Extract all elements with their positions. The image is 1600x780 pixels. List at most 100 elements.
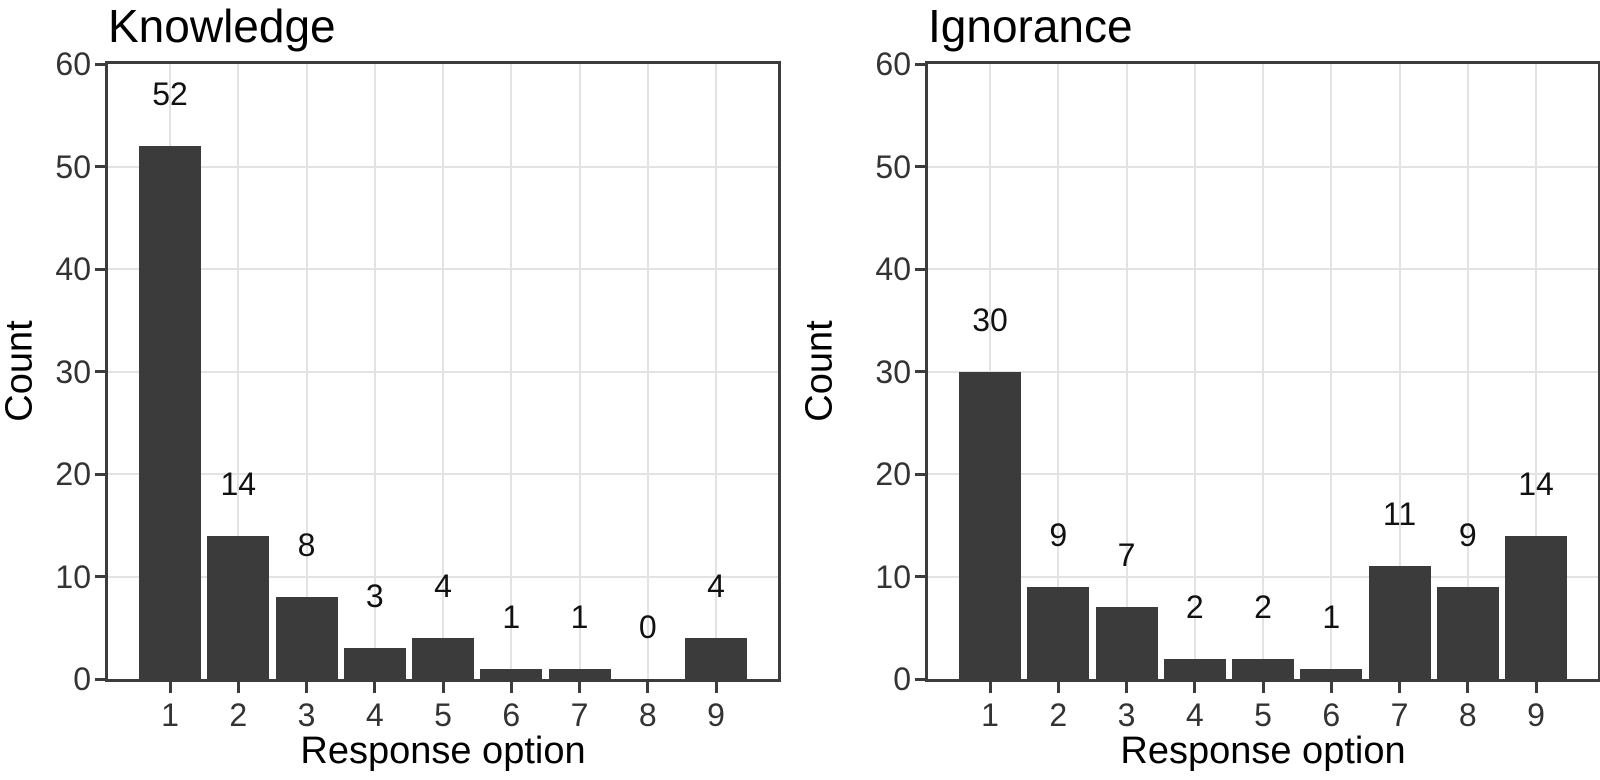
- x-tick-label: 5: [1254, 697, 1272, 733]
- gridline-horizontal: [108, 575, 778, 578]
- x-tick-mark: [373, 682, 377, 693]
- bar: [1027, 586, 1090, 679]
- x-tick-mark: [1534, 682, 1538, 693]
- x-tick-mark: [1466, 682, 1470, 693]
- x-tick-label: 1: [981, 697, 999, 733]
- y-tick-mark: [915, 472, 928, 476]
- bar-value-label: 7: [1117, 537, 1136, 574]
- bar: [1232, 658, 1294, 679]
- x-tick-mark: [305, 682, 308, 693]
- bar-value-label: 4: [434, 568, 452, 604]
- y-tick-mark: [95, 370, 108, 373]
- y-tick-label: 20: [55, 456, 91, 492]
- chart-title: Ignorance: [928, 0, 1133, 52]
- x-tick-mark: [509, 682, 513, 693]
- bar: [480, 668, 543, 679]
- y-tick-label: 40: [55, 251, 91, 287]
- plot-area: 0 10 20 30 40 50 60 30 1 9 2 7 3 2 4 2 5 1 6 11 7 9 8 14 9: [875, 47, 1600, 733]
- x-tick-mark: [1261, 682, 1265, 693]
- x-tick-label: 3: [297, 697, 316, 733]
- bar: [548, 668, 611, 679]
- x-tick-mark: [1125, 682, 1128, 693]
- x-tick-label: 3: [1117, 697, 1136, 733]
- bar-value-label: 52: [152, 76, 188, 112]
- x-tick-label: 4: [1185, 697, 1204, 733]
- bar-value-label: 0: [638, 609, 657, 645]
- x-tick-mark: [1193, 682, 1197, 693]
- x-tick-label: 7: [570, 697, 589, 733]
- gridline-horizontal: [928, 370, 1598, 373]
- y-tick-mark: [95, 472, 108, 476]
- bar: [1300, 668, 1363, 679]
- y-tick-mark: [95, 165, 108, 168]
- y-tick-label: 10: [55, 558, 91, 595]
- x-tick-mark: [1056, 682, 1060, 693]
- gridline-horizontal: [928, 473, 1598, 475]
- gridline-horizontal: [108, 370, 778, 373]
- x-tick-label: 9: [707, 697, 725, 733]
- bar: [412, 638, 474, 679]
- y-tick-mark: [95, 677, 108, 681]
- plot-area: 0 10 20 30 40 50 60 52 1 14 2 8 3 3 4 4 5 1 6 1 7 0 8 4 9: [55, 47, 781, 733]
- bar: [959, 371, 1021, 679]
- bar-value-label: 2: [1254, 588, 1272, 625]
- y-tick-label: 30: [875, 353, 911, 390]
- x-tick-label: 5: [434, 697, 452, 733]
- gridline-horizontal: [928, 268, 1598, 270]
- y-tick-mark: [95, 62, 108, 66]
- y-tick-label: 50: [55, 148, 91, 185]
- gridline-horizontal: [108, 473, 778, 475]
- bar: [1436, 586, 1499, 679]
- y-tick-label: 40: [875, 251, 911, 287]
- x-tick-label: 2: [229, 697, 248, 733]
- bar-value-label: 1: [502, 598, 521, 635]
- x-tick-mark: [236, 682, 240, 693]
- y-tick-label: 50: [875, 148, 911, 185]
- bar-value-label: 1: [1322, 598, 1341, 635]
- bar-value-label: 4: [707, 568, 725, 604]
- x-tick-label: 8: [638, 697, 657, 733]
- bar-value-label: 9: [1458, 516, 1477, 553]
- x-tick-label: 4: [365, 697, 384, 733]
- bar: [1095, 607, 1158, 679]
- chart-title: Knowledge: [108, 0, 336, 52]
- x-tick-mark: [988, 682, 992, 693]
- bar-value-label: 14: [1518, 465, 1554, 502]
- x-tick-label: 7: [1390, 697, 1409, 733]
- x-tick-mark: [1329, 682, 1333, 693]
- x-tick-mark: [578, 682, 581, 693]
- y-tick-label: 10: [875, 558, 911, 595]
- x-tick-mark: [441, 682, 445, 693]
- y-tick-mark: [915, 370, 928, 373]
- x-axis-title: Response option: [300, 730, 586, 772]
- bar-value-label: 8: [297, 527, 316, 563]
- ignorance-bar-chart: Ignorance Count 0 10 20 30 40 50 60 30 1 9 2 7 3 2 4 2 5…: [799, 0, 1600, 780]
- x-tick-label: 1: [161, 697, 179, 733]
- x-axis-title: Response option: [1120, 730, 1406, 772]
- bar-value-label: 9: [1049, 516, 1068, 553]
- y-tick-label: 60: [55, 46, 91, 82]
- bar: [275, 597, 338, 679]
- y-tick-mark: [915, 575, 928, 578]
- gridline-horizontal: [108, 268, 778, 270]
- bar: [139, 146, 201, 679]
- x-tick-mark: [168, 682, 172, 693]
- x-tick-label: 8: [1458, 697, 1477, 733]
- y-tick-mark: [95, 267, 108, 271]
- x-tick-mark: [714, 682, 718, 693]
- gridline-horizontal: [928, 165, 1598, 168]
- x-tick-mark: [1398, 682, 1401, 693]
- gridline-horizontal: [108, 165, 778, 168]
- bar: [343, 648, 406, 679]
- y-tick-label: 20: [875, 456, 911, 492]
- x-tick-label: 6: [1322, 697, 1341, 733]
- y-tick-mark: [915, 165, 928, 168]
- bar: [1163, 658, 1226, 679]
- x-tick-label: 6: [502, 697, 521, 733]
- y-tick-mark: [915, 62, 928, 66]
- bar: [1368, 566, 1431, 679]
- bar-value-label: 2: [1185, 588, 1204, 625]
- bar-value-label: 1: [570, 598, 589, 635]
- y-tick-label: 30: [55, 353, 91, 390]
